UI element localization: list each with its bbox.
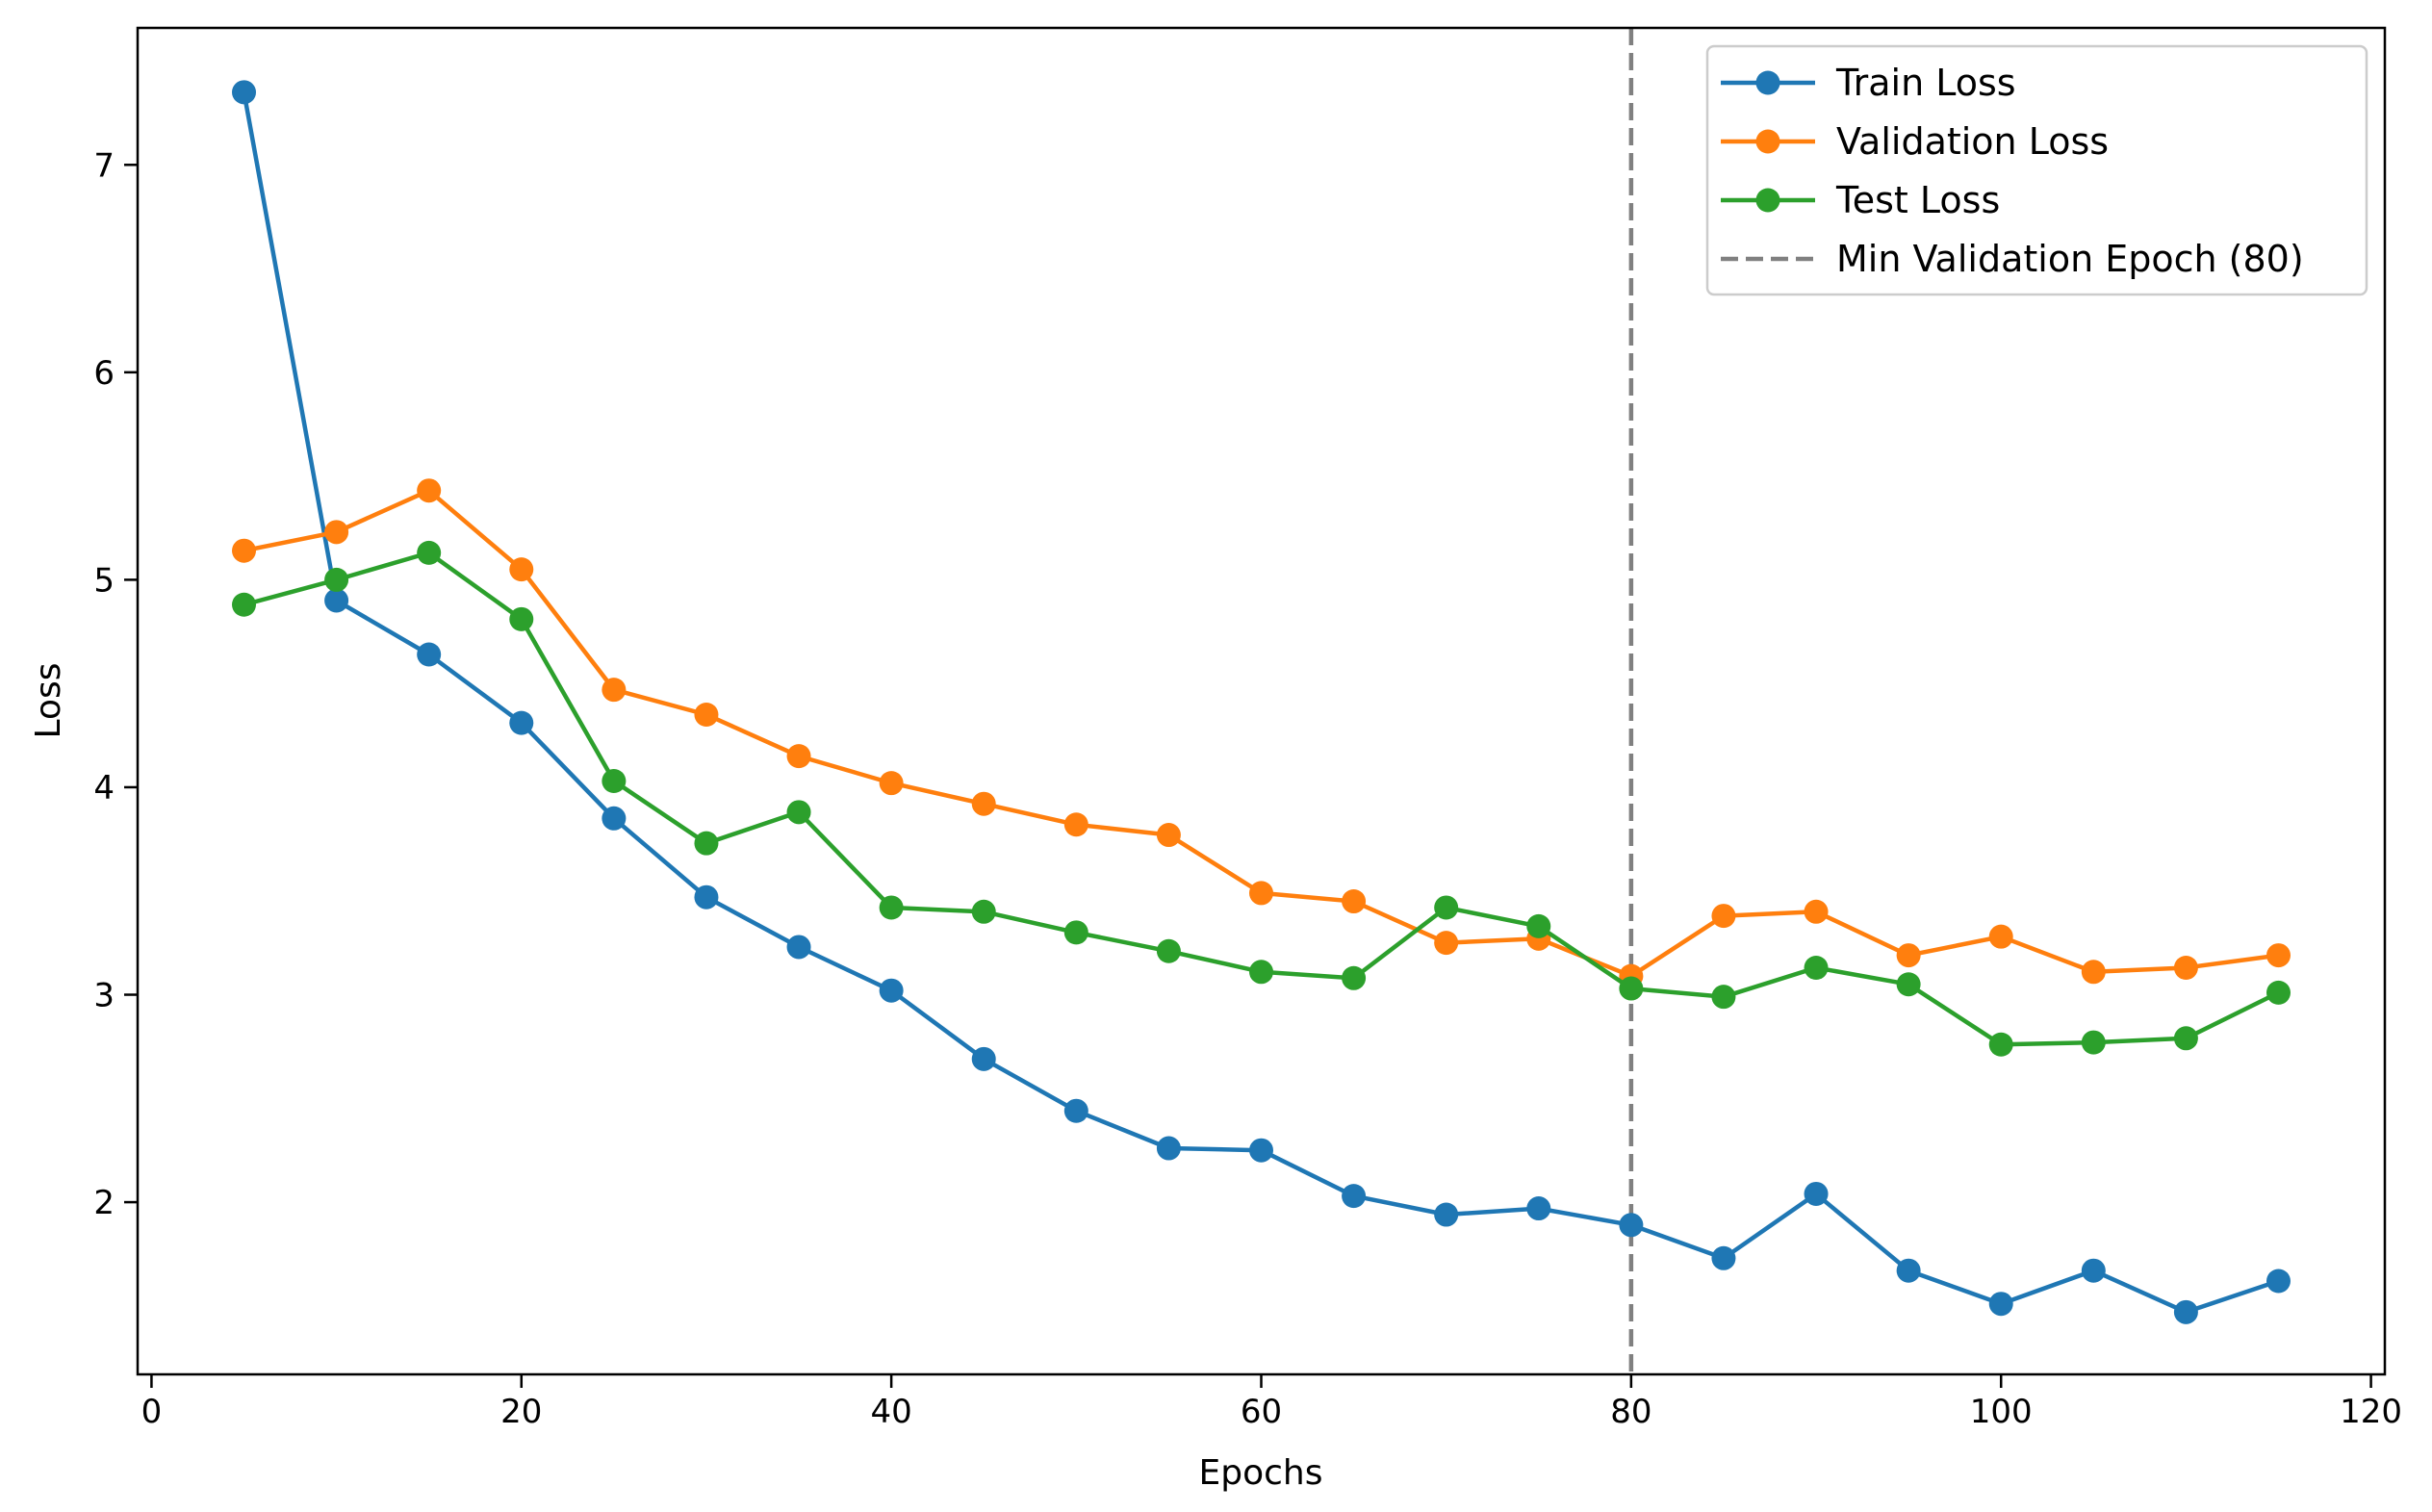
test-loss-point <box>1988 1032 2013 1057</box>
test-loss-point <box>1526 913 1551 938</box>
test-loss-point <box>1896 972 1921 997</box>
train-loss-point <box>2081 1258 2106 1283</box>
train-loss-point <box>1063 1098 1088 1123</box>
legend-frame <box>1705 44 2368 296</box>
test-loss-point <box>324 567 349 592</box>
legend-marker-validation-loss <box>1755 129 1780 154</box>
validation-loss-point <box>2173 955 2198 980</box>
train-loss-point <box>324 588 349 613</box>
test-loss-point <box>1342 965 1367 990</box>
test-loss-point <box>1804 955 1829 980</box>
test-loss-point <box>2081 1030 2106 1055</box>
train-loss-point <box>786 935 811 960</box>
train-loss-point <box>1988 1292 2013 1317</box>
x-tick-label: 120 <box>2340 1393 2402 1431</box>
y-tick-label: 6 <box>93 354 115 393</box>
test-loss-point <box>1156 938 1181 963</box>
x-tick-label: 20 <box>500 1393 542 1431</box>
y-tick-label: 5 <box>93 561 115 600</box>
validation-loss-point <box>1434 931 1459 956</box>
train-loss-point <box>1711 1245 1736 1270</box>
validation-loss-point <box>879 771 904 796</box>
legend: Train Loss Validation Loss Test Loss Min Va… <box>1705 44 2368 296</box>
test-loss-point <box>1249 960 1273 985</box>
test-loss-point <box>1619 976 1644 1001</box>
y-tick-label: 7 <box>93 146 115 185</box>
y-axis-title: Loss <box>29 663 68 739</box>
train-loss-point <box>2266 1269 2291 1294</box>
train-loss-point <box>694 884 719 910</box>
validation-loss-point <box>1988 924 2013 949</box>
x-tick-label: 0 <box>141 1393 163 1431</box>
test-loss-point <box>1434 895 1459 920</box>
validation-loss-point <box>1804 899 1829 924</box>
test-loss-point <box>2266 980 2291 1005</box>
validation-loss-point <box>509 557 534 582</box>
train-loss-point <box>1896 1258 1921 1283</box>
x-tick-label: 100 <box>1970 1393 2033 1431</box>
train-loss-point <box>2173 1299 2198 1324</box>
test-loss-point <box>417 540 442 565</box>
validation-loss-point <box>602 678 627 703</box>
test-loss-point <box>1063 920 1088 945</box>
train-loss-point <box>417 642 442 667</box>
validation-loss-point <box>1342 889 1367 914</box>
validation-loss-point <box>417 478 442 503</box>
y-tick-label: 4 <box>93 769 115 807</box>
x-tick-label: 80 <box>1610 1393 1651 1431</box>
plot-area <box>232 28 2291 1374</box>
validation-loss-point <box>2081 960 2106 985</box>
test-loss-point <box>232 592 257 617</box>
train-loss-point <box>509 710 534 735</box>
train-loss-point <box>232 80 257 105</box>
test-loss-point <box>786 800 811 825</box>
train-loss-point <box>1526 1196 1551 1221</box>
validation-loss-point <box>1156 823 1181 848</box>
legend-marker-test-loss <box>1755 188 1780 213</box>
validation-loss-point <box>232 538 257 563</box>
train-loss-point <box>1619 1213 1644 1238</box>
test-loss-point <box>1711 985 1736 1010</box>
train-loss-point <box>602 806 627 831</box>
x-tick-label: 40 <box>871 1393 912 1431</box>
validation-loss-point <box>1063 812 1088 837</box>
train-loss-point <box>1804 1181 1829 1206</box>
validation-loss-point <box>324 520 349 545</box>
validation-loss-point <box>2266 943 2291 968</box>
legend-label-train-loss: Train Loss <box>1835 62 2016 104</box>
x-axis-title: Epochs <box>1199 1453 1323 1493</box>
train-loss-point <box>879 978 904 1003</box>
train-loss-point <box>1434 1202 1459 1227</box>
validation-loss-point <box>1249 881 1273 906</box>
test-loss-point <box>2173 1026 2198 1051</box>
test-loss-point <box>602 768 627 793</box>
validation-loss-point <box>971 791 996 816</box>
validation-loss-point <box>1711 904 1736 929</box>
test-loss-point <box>509 606 534 631</box>
y-tick-label: 2 <box>93 1184 115 1222</box>
train-loss-point <box>1249 1138 1273 1163</box>
validation-loss-point <box>694 703 719 728</box>
validation-loss-point <box>786 744 811 769</box>
y-tick-label: 3 <box>93 977 115 1015</box>
test-loss-point <box>879 895 904 920</box>
train-loss-point <box>1156 1136 1181 1161</box>
legend-marker-train-loss <box>1755 70 1780 95</box>
legend-label-validation-loss: Validation Loss <box>1836 120 2109 163</box>
test-loss-point <box>694 831 719 856</box>
legend-label-test-loss: Test Loss <box>1835 179 2000 221</box>
train-loss-point <box>971 1046 996 1071</box>
train-loss-point <box>1342 1184 1367 1209</box>
legend-label-min-validation-epoch-80: Min Validation Epoch (80) <box>1836 238 2304 280</box>
test-loss-point <box>971 899 996 924</box>
axis-ticks: 0 20 40 60 80 100 120 2 3 4 5 6 7 <box>93 146 2402 1431</box>
validation-loss-point <box>1896 943 1921 968</box>
x-tick-label: 60 <box>1241 1393 1282 1431</box>
